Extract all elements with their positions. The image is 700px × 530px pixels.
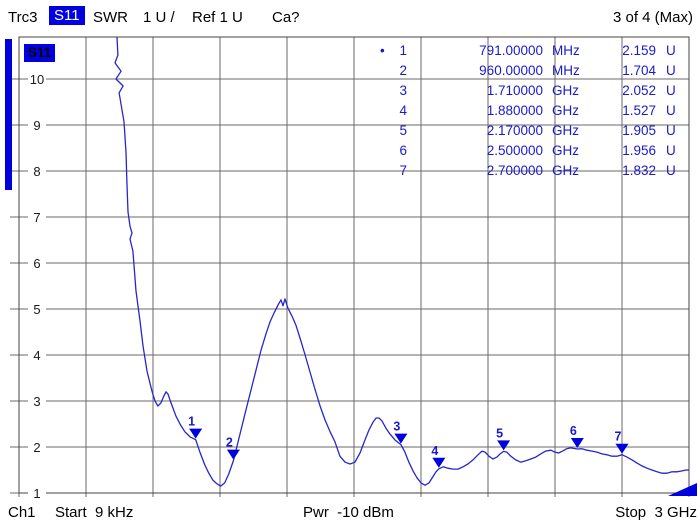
marker-row-1[interactable]: • 1 791.00000 MHz 2.159 U <box>380 41 676 61</box>
marker-2-label: 2 <box>226 436 233 450</box>
marker-value: 2.052 <box>622 83 656 98</box>
marker-number: 5 <box>399 123 407 138</box>
marker-frequency: 1.880000 <box>486 103 543 118</box>
format-label[interactable]: SWR <box>93 9 128 26</box>
marker-5-label: 5 <box>496 426 503 440</box>
marker-frequency-unit: GHz <box>552 123 579 138</box>
marker-number: 4 <box>399 103 407 118</box>
marker-7-triangle[interactable] <box>615 443 629 454</box>
marker-frequency-unit: GHz <box>552 143 579 158</box>
ref-label[interactable]: Ref 1 U <box>192 9 243 26</box>
marker-active-bullet <box>380 101 392 121</box>
marker-frequency-unit: GHz <box>552 103 579 118</box>
marker-value: 1.527 <box>622 103 656 118</box>
marker-2-triangle[interactable] <box>226 449 240 460</box>
y-tick-label-1: 1 <box>28 485 46 502</box>
marker-frequency: 2.500000 <box>486 143 543 158</box>
marker-active-bullet <box>380 81 392 101</box>
y-tick-label-8: 8 <box>28 163 46 180</box>
marker-6-label: 6 <box>570 424 577 438</box>
power-label[interactable]: Pwr -10 dBm <box>303 504 394 521</box>
marker-row-2[interactable]: 2 960.00000 MHz 1.704 U <box>380 61 676 81</box>
start-frequency-label[interactable]: Start 9 kHz <box>55 504 134 521</box>
trace-label[interactable]: Trc3 <box>8 9 38 26</box>
marker-table: • 1 791.00000 MHz 2.159 U 2 960.00000 MHz 1.704 U 3… <box>380 41 676 181</box>
marker-value-unit: U <box>666 123 676 138</box>
marker-frequency: 791.00000 <box>479 43 543 58</box>
marker-active-bullet <box>380 121 392 141</box>
marker-row-6[interactable]: 6 2.500000 GHz 1.956 U <box>380 141 676 161</box>
marker-frequency: 960.00000 <box>479 63 543 78</box>
corner-wedge-icon <box>668 483 697 496</box>
marker-frequency: 1.710000 <box>486 83 543 98</box>
marker-value: 1.704 <box>622 63 656 78</box>
marker-frequency: 2.700000 <box>486 163 543 178</box>
marker-frequency: 2.170000 <box>486 123 543 138</box>
marker-7-label: 7 <box>615 430 622 444</box>
marker-frequency-unit: GHz <box>552 163 579 178</box>
cal-status-label: Ca? <box>272 9 300 26</box>
marker-value-unit: U <box>666 103 676 118</box>
stop-frequency-label[interactable]: Stop 3 GHz <box>615 504 697 521</box>
marker-1-triangle[interactable] <box>189 428 203 439</box>
scale-label[interactable]: 1 U / <box>143 9 175 26</box>
marker-value-unit: U <box>666 143 676 158</box>
marker-value: 1.905 <box>622 123 656 138</box>
marker-value-unit: U <box>666 63 676 78</box>
swr-trace <box>114 36 689 487</box>
trace-reference-bar <box>5 39 12 190</box>
marker-value-unit: U <box>666 43 676 58</box>
marker-number: 1 <box>399 43 407 58</box>
marker-row-3[interactable]: 3 1.710000 GHz 2.052 U <box>380 81 676 101</box>
window-info-label: 3 of 4 (Max) <box>612 9 693 26</box>
marker-number: 6 <box>399 143 407 158</box>
trace-name-box[interactable]: S11 <box>24 44 56 62</box>
y-tick-label-5: 5 <box>28 301 46 318</box>
marker-1-label: 1 <box>188 415 195 429</box>
marker-active-bullet: • <box>380 43 385 58</box>
marker-value-unit: U <box>666 83 676 98</box>
y-tick-label-7: 7 <box>28 209 46 226</box>
marker-6-triangle[interactable] <box>570 438 584 449</box>
marker-row-4[interactable]: 4 1.880000 GHz 1.527 U <box>380 101 676 121</box>
marker-value: 1.956 <box>622 143 656 158</box>
marker-3-triangle[interactable] <box>394 433 408 444</box>
marker-3-label: 3 <box>393 420 400 434</box>
y-tick-label-6: 6 <box>28 255 46 272</box>
marker-active-bullet <box>380 61 392 81</box>
y-tick-label-3: 3 <box>28 393 46 410</box>
marker-active-bullet <box>380 161 392 181</box>
parameter-badge[interactable]: S11 <box>49 6 85 25</box>
y-tick-label-4: 4 <box>28 347 46 364</box>
marker-4-label: 4 <box>431 444 438 458</box>
marker-value-unit: U <box>666 163 676 178</box>
y-tick-label-9: 9 <box>28 117 46 134</box>
marker-row-7[interactable]: 7 2.700000 GHz 1.832 U <box>380 161 676 181</box>
marker-5-triangle[interactable] <box>497 440 511 451</box>
marker-frequency-unit: GHz <box>552 83 579 98</box>
marker-active-bullet <box>380 141 392 161</box>
marker-number: 3 <box>399 83 407 98</box>
marker-number: 2 <box>399 63 407 78</box>
marker-frequency-unit: MHz <box>552 63 580 78</box>
marker-frequency-unit: MHz <box>552 43 580 58</box>
channel-label[interactable]: Ch1 <box>8 504 36 521</box>
plot-border <box>18 36 690 494</box>
marker-value: 2.159 <box>622 43 656 58</box>
marker-number: 7 <box>399 163 407 178</box>
y-tick-label-2: 2 <box>28 439 46 456</box>
marker-4-triangle[interactable] <box>432 457 446 468</box>
marker-value: 1.832 <box>622 163 656 178</box>
marker-row-5[interactable]: 5 2.170000 GHz 1.905 U <box>380 121 676 141</box>
y-tick-label-10: 10 <box>28 71 46 88</box>
